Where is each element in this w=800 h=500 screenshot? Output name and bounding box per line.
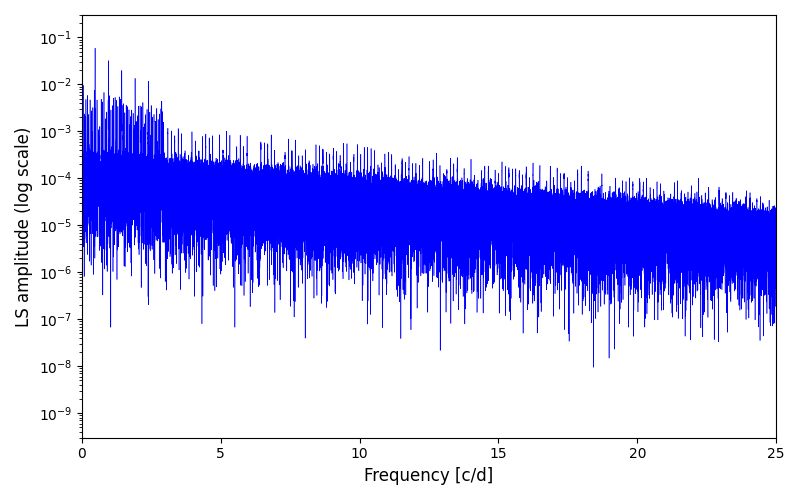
- X-axis label: Frequency [c/d]: Frequency [c/d]: [364, 467, 494, 485]
- Y-axis label: LS amplitude (log scale): LS amplitude (log scale): [15, 126, 33, 326]
